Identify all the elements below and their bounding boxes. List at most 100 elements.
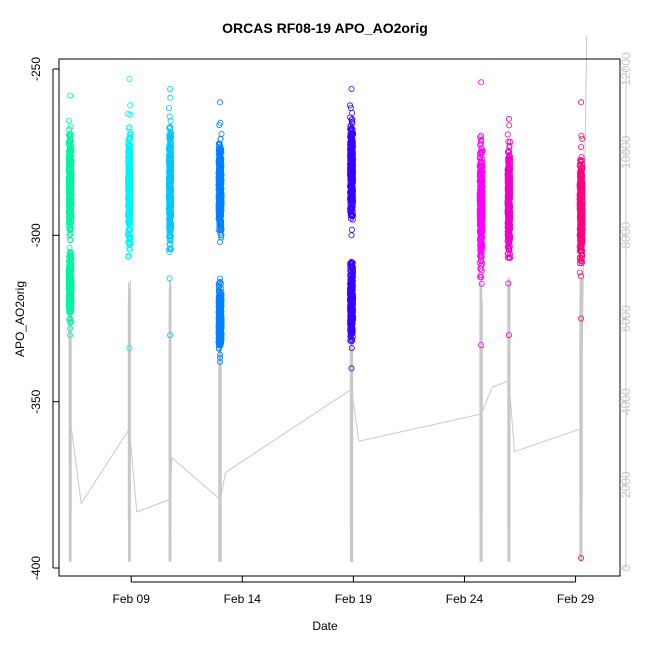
data-point-max <box>67 248 74 255</box>
data-point <box>348 213 355 220</box>
data-point <box>478 225 485 232</box>
data-point <box>479 184 486 191</box>
data-point <box>348 280 355 287</box>
series-3 <box>165 86 175 339</box>
data-point <box>348 181 355 188</box>
y-tick-label: -350 <box>29 389 43 413</box>
data-point <box>126 154 133 161</box>
data-point <box>505 211 512 218</box>
data-point <box>348 132 355 139</box>
data-point-max <box>167 86 174 93</box>
data-point <box>506 207 513 214</box>
data-point-max <box>67 92 74 99</box>
data-point <box>126 152 133 159</box>
data-point <box>168 134 175 141</box>
data-point <box>347 146 354 153</box>
data-point <box>67 211 74 218</box>
data-point <box>478 140 485 147</box>
data-point <box>66 161 73 168</box>
data-point <box>349 155 356 162</box>
data-point <box>168 176 175 183</box>
data-point <box>166 209 173 216</box>
overlay-layer <box>68 35 588 562</box>
data-point <box>168 194 175 201</box>
data-point <box>66 293 73 300</box>
data-point <box>66 304 73 311</box>
data-point <box>505 166 512 173</box>
data-point <box>67 140 74 147</box>
x-tick-label: Feb 24 <box>446 592 484 606</box>
data-point <box>507 160 514 167</box>
data-point <box>217 290 224 297</box>
data-point <box>65 258 72 265</box>
data-point-min <box>217 358 224 365</box>
data-point <box>347 140 354 147</box>
data-point <box>127 239 134 246</box>
data-point <box>165 105 172 112</box>
data-point <box>216 141 223 148</box>
data-point <box>126 194 133 201</box>
data-point <box>66 252 73 259</box>
data-point <box>166 131 173 138</box>
data-point <box>166 113 173 120</box>
overlay-spikes-6 <box>479 277 483 562</box>
data-point <box>348 125 355 132</box>
data-point <box>166 275 173 282</box>
data-point <box>167 245 174 252</box>
data-point <box>217 351 224 358</box>
data-point <box>578 188 585 195</box>
data-point <box>477 221 484 228</box>
series-6 <box>476 79 486 349</box>
data-point <box>477 179 484 186</box>
data-point <box>125 203 132 210</box>
data-point <box>347 333 354 340</box>
data-point <box>579 200 586 207</box>
y-axis-label: APO_AO2orig <box>13 280 27 358</box>
data-point-max <box>348 86 355 93</box>
data-point <box>126 211 133 218</box>
data-point <box>167 94 174 101</box>
data-point <box>349 198 356 205</box>
data-point <box>218 201 225 208</box>
data-point <box>478 249 485 256</box>
x-tick-label: Feb 19 <box>335 592 373 606</box>
overlay-spikes-1 <box>68 277 72 562</box>
data-point <box>579 157 586 164</box>
data-point <box>578 132 585 139</box>
data-point <box>216 122 223 129</box>
data-point <box>166 124 173 131</box>
data-point <box>167 198 174 205</box>
data-point <box>578 227 585 234</box>
data-point <box>478 242 485 249</box>
data-point <box>347 337 354 344</box>
overlay-spikes-2 <box>127 279 131 562</box>
data-point <box>216 329 223 336</box>
data-point <box>477 201 484 208</box>
data-point <box>478 209 485 216</box>
data-point <box>579 211 586 218</box>
data-point <box>68 263 75 270</box>
data-point <box>477 149 484 156</box>
data-point <box>126 172 133 179</box>
data-point <box>506 201 513 208</box>
data-point <box>478 136 485 143</box>
overlay-spikes-8 <box>579 278 583 562</box>
data-point <box>125 252 132 259</box>
data-point <box>167 159 174 166</box>
data-point <box>349 187 356 194</box>
data-point <box>347 160 354 167</box>
plot-frame <box>58 58 621 577</box>
data-point <box>218 234 225 241</box>
data-point-max <box>217 275 224 282</box>
data-point <box>216 175 223 182</box>
data-point <box>166 241 173 248</box>
data-point <box>478 238 485 245</box>
data-point <box>477 242 484 249</box>
data-point <box>216 151 223 158</box>
series-5 <box>347 86 356 372</box>
data-point <box>126 156 133 163</box>
data-point <box>65 117 72 124</box>
data-point <box>215 145 222 152</box>
right-tick-label: 12000 <box>619 52 633 86</box>
data-point <box>217 317 224 324</box>
